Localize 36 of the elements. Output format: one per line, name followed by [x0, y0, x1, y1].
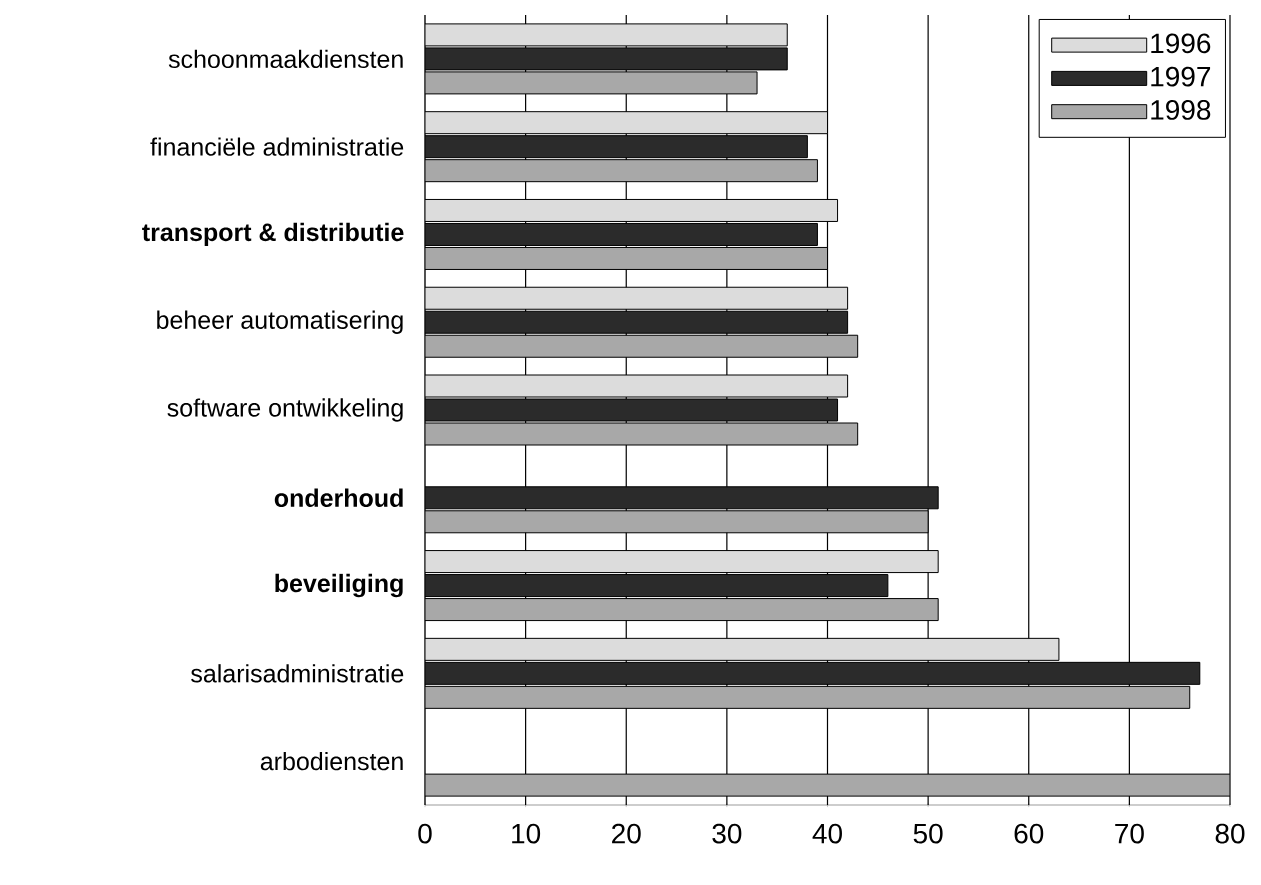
- y-tick-label: software ontwikkeling: [167, 398, 403, 422]
- y-tick-label: salarisadministratie: [191, 664, 404, 683]
- bar: [425, 398, 839, 422]
- x-tick-label: 70: [1115, 823, 1144, 844]
- legend-label: 1996: [1151, 33, 1211, 54]
- bar: [425, 222, 818, 246]
- bar: [425, 286, 849, 310]
- x-tick-label: 80: [1215, 823, 1245, 844]
- bar: [425, 661, 1201, 685]
- legend-label: 1998: [1151, 100, 1211, 120]
- x-tick-label: 50: [913, 823, 943, 844]
- bar: [425, 198, 839, 222]
- x-tick-label: 40: [812, 823, 842, 844]
- bar: [425, 486, 939, 510]
- y-tick-label: schoonmaakdiensten: [168, 49, 403, 69]
- bar: [425, 23, 788, 47]
- y-tick-label: onderhoud: [274, 488, 403, 507]
- x-tick-label: 10: [512, 823, 541, 844]
- y-tick-label: financiële administratie: [150, 137, 404, 156]
- bar: [425, 111, 828, 135]
- x-tick-label: 0: [418, 823, 432, 844]
- bar: [425, 637, 1060, 661]
- y-tick-label: beveiliging: [275, 573, 403, 598]
- bar: [425, 310, 849, 334]
- x-tick-label: 20: [612, 823, 641, 844]
- y-tick-label: transport & distributie: [142, 222, 404, 247]
- bar: [425, 550, 939, 574]
- legend-label: 1997: [1151, 66, 1211, 87]
- bar: [425, 574, 889, 598]
- y-tick-label: arbodiensten: [260, 751, 403, 771]
- bar: [425, 135, 808, 159]
- x-tick-label: 30: [712, 823, 742, 844]
- y-tick-label: beheer automatisering: [157, 310, 403, 334]
- bar: [425, 374, 849, 398]
- x-tick-label: 60: [1014, 823, 1044, 844]
- bar: [425, 47, 788, 71]
